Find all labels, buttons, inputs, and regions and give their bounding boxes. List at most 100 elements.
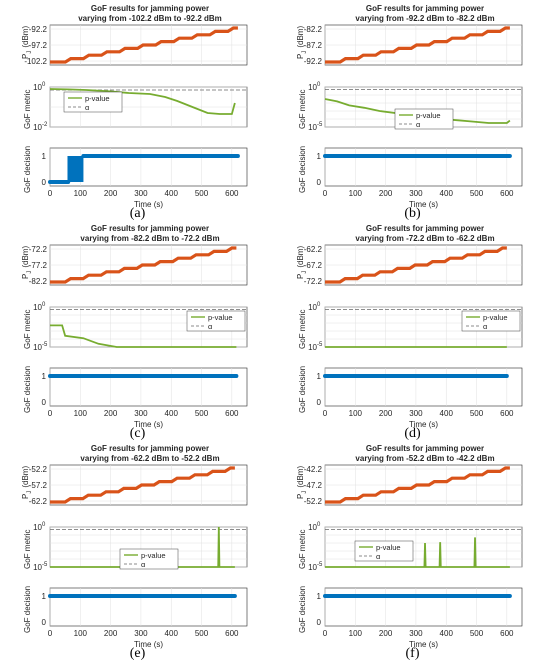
decision-axis-label: GoF decision xyxy=(23,586,32,633)
x-tick-label: 0 xyxy=(323,189,328,198)
pvalue-series xyxy=(325,537,510,568)
x-tick-label: 500 xyxy=(195,189,209,198)
metric-tick-label: 10 xyxy=(33,523,42,532)
x-tick-label: 200 xyxy=(379,409,393,418)
panel-caption: (e) xyxy=(129,646,146,661)
power-axis-label-sub: J xyxy=(302,491,308,494)
metric-tick-label: 10 xyxy=(308,563,317,572)
x-axis-label: Time (s) xyxy=(409,200,438,209)
metric-tick-exponent: -5 xyxy=(317,342,323,348)
power-axis-label-p: P xyxy=(21,494,30,499)
metric-axis-label: GoF metric xyxy=(23,89,32,129)
x-tick-label: 200 xyxy=(104,629,118,638)
metric-tick-exponent: 0 xyxy=(42,522,46,528)
power-axis-label-sub: J xyxy=(27,491,33,494)
x-tick-label: 400 xyxy=(440,629,454,638)
x-tick-label: 400 xyxy=(440,189,454,198)
metric-axis-label: GoF metric xyxy=(298,89,307,129)
metric-tick-label: 10 xyxy=(308,83,317,92)
metric-tick-exponent: 0 xyxy=(317,82,321,88)
panel-caption: (a) xyxy=(129,206,146,221)
power-series xyxy=(50,26,238,64)
power-axis-label-sub: J xyxy=(302,51,308,54)
pvalue-series xyxy=(49,88,236,115)
decision-axis-label: GoF decision xyxy=(23,366,32,413)
power-tick-label: -72.2 xyxy=(29,245,48,254)
metric-tick-exponent: 0 xyxy=(317,522,321,528)
legend-alpha-label: α xyxy=(416,120,421,129)
x-tick-label: 600 xyxy=(500,189,514,198)
chart-panel: GoF results for jamming power varying fro… xyxy=(275,220,550,440)
x-tick-label: 200 xyxy=(104,409,118,418)
x-tick-label: 300 xyxy=(134,189,148,198)
chart-title: GoF results for jamming power xyxy=(91,444,209,453)
x-tick-label: 500 xyxy=(470,189,484,198)
power-axis-label-sub: J xyxy=(302,271,308,274)
power-axis-label-p: P xyxy=(21,54,30,59)
decision-axes xyxy=(49,587,248,627)
decision-switch-series xyxy=(67,156,84,182)
chart-panel: GoF results for jamming power varying fro… xyxy=(0,220,275,440)
legend-pvalue-label: p-value xyxy=(85,94,110,103)
metric-axis-label: GoF metric xyxy=(298,529,307,569)
power-tick-label: -52.2 xyxy=(29,465,48,474)
chart-subtitle: varying from -82.2 dBm to -72.2 dBm xyxy=(80,234,219,243)
metric-axes xyxy=(324,526,523,568)
metric-tick-label: 10 xyxy=(308,303,317,312)
x-tick-label: 600 xyxy=(500,629,514,638)
panel-caption: (d) xyxy=(404,426,421,441)
decision-axis-label: GoF decision xyxy=(298,146,307,193)
power-tick-label: -92.2 xyxy=(29,25,48,34)
x-tick-label: 300 xyxy=(134,409,148,418)
x-tick-label: 100 xyxy=(349,629,363,638)
decision-axes xyxy=(49,367,248,407)
power-tick-label: -57.2 xyxy=(29,481,48,490)
decision-axes xyxy=(324,367,523,407)
power-tick-label: -62.2 xyxy=(304,245,323,254)
x-tick-label: 600 xyxy=(225,189,239,198)
power-axis-label-unit: (dBm) xyxy=(296,466,305,488)
metric-tick-exponent: 0 xyxy=(317,302,321,308)
power-axis-label-p: P xyxy=(296,54,305,59)
power-tick-label: -97.2 xyxy=(29,41,48,50)
power-tick-label: -67.2 xyxy=(304,261,323,270)
metric-tick-label: 10 xyxy=(308,343,317,352)
chart-panel: GoF results for jamming power varying fro… xyxy=(0,0,275,220)
chart-title: GoF results for jamming power xyxy=(91,224,209,233)
chart-subtitle: varying from -52.2 dBm to -42.2 dBm xyxy=(355,454,494,463)
decision-axes xyxy=(324,587,523,627)
x-axis-label: Time (s) xyxy=(134,640,163,649)
power-series xyxy=(325,246,507,284)
power-tick-label: -102.2 xyxy=(24,57,47,66)
x-tick-label: 200 xyxy=(104,189,118,198)
power-tick-label: -87.2 xyxy=(304,41,323,50)
x-tick-label: 0 xyxy=(48,629,53,638)
metric-tick-exponent: 0 xyxy=(42,302,46,308)
power-axis-label: PJ (dBm) xyxy=(296,466,308,499)
legend-alpha-label: α xyxy=(141,560,146,569)
power-axis-label: PJ (dBm) xyxy=(21,246,33,279)
x-axis-label: Time (s) xyxy=(409,640,438,649)
power-series xyxy=(325,466,510,504)
decision-tick-label: 1 xyxy=(42,372,47,381)
power-axis-label-p: P xyxy=(296,274,305,279)
x-tick-label: 0 xyxy=(323,629,328,638)
x-tick-label: 500 xyxy=(470,629,484,638)
x-tick-label: 600 xyxy=(500,409,514,418)
panel-caption: (b) xyxy=(404,206,421,221)
x-tick-label: 0 xyxy=(323,409,328,418)
decision-tick-label: 1 xyxy=(317,592,322,601)
power-tick-label: -72.2 xyxy=(304,277,323,286)
power-axis-label-unit: (dBm) xyxy=(296,246,305,268)
pvalue-series xyxy=(50,324,237,348)
power-tick-label: -82.2 xyxy=(29,277,48,286)
x-tick-label: 600 xyxy=(225,629,239,638)
power-axis-label-unit: (dBm) xyxy=(21,466,30,488)
decision-axes xyxy=(324,147,523,187)
panel-caption: (f) xyxy=(405,646,420,661)
x-tick-label: 100 xyxy=(74,189,88,198)
legend-alpha-label: α xyxy=(85,103,90,112)
chart-subtitle: varying from -62.2 dBm to -52.2 dBm xyxy=(80,454,219,463)
